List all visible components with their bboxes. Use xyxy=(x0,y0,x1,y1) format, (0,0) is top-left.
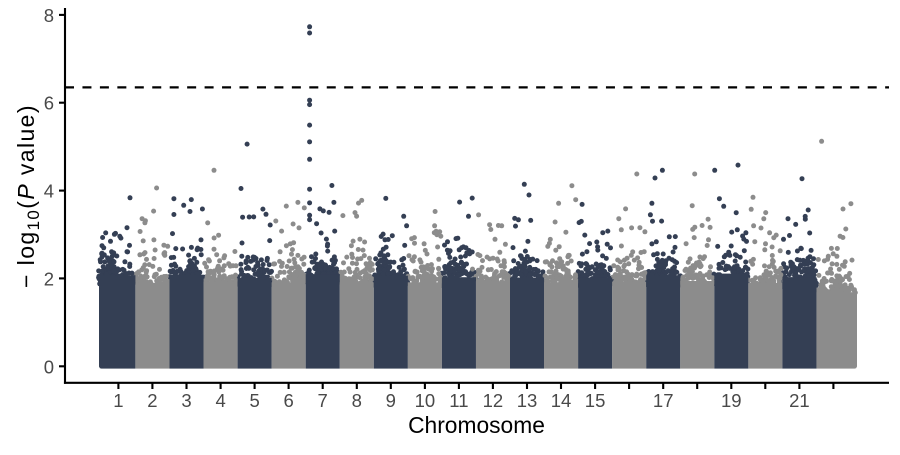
svg-text:3: 3 xyxy=(181,390,191,411)
svg-text:13: 13 xyxy=(517,390,538,411)
svg-text:0: 0 xyxy=(44,356,54,377)
svg-text:5: 5 xyxy=(249,390,259,411)
svg-text:14: 14 xyxy=(551,390,572,411)
svg-text:− log10(P value): − log10(P value) xyxy=(13,104,43,288)
svg-text:10: 10 xyxy=(415,390,436,411)
svg-text:Chromosome: Chromosome xyxy=(408,412,545,438)
svg-text:11: 11 xyxy=(449,390,468,411)
svg-text:2: 2 xyxy=(44,268,54,289)
svg-text:8: 8 xyxy=(44,5,54,26)
svg-text:6: 6 xyxy=(44,93,54,114)
svg-text:15: 15 xyxy=(585,390,606,411)
svg-text:6: 6 xyxy=(283,390,293,411)
svg-text:4: 4 xyxy=(215,390,225,411)
svg-text:1: 1 xyxy=(113,390,123,411)
svg-text:17: 17 xyxy=(653,390,674,411)
svg-text:2: 2 xyxy=(147,390,157,411)
svg-text:19: 19 xyxy=(721,390,742,411)
svg-text:21: 21 xyxy=(789,390,810,411)
svg-text:9: 9 xyxy=(386,390,396,411)
svg-text:12: 12 xyxy=(483,390,504,411)
svg-text:8: 8 xyxy=(352,390,362,411)
svg-text:4: 4 xyxy=(44,181,54,202)
svg-text:7: 7 xyxy=(318,390,328,411)
